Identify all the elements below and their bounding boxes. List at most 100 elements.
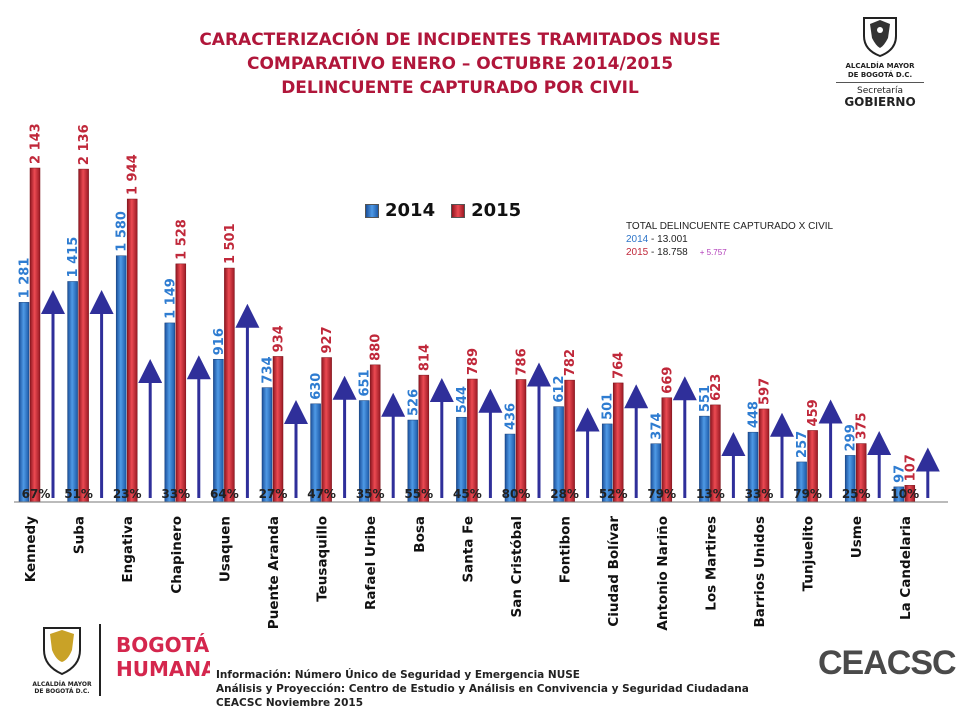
category-label: Ciudad Bolívar bbox=[606, 516, 622, 627]
data-label-2014: 448 bbox=[747, 401, 762, 428]
change-label: 10% bbox=[890, 487, 919, 501]
data-label-2015: 927 bbox=[320, 326, 335, 353]
data-label-2014: 651 bbox=[358, 369, 373, 396]
data-label-2015: 789 bbox=[466, 348, 481, 375]
title-line-2: COMPARATIVO ENERO – OCTUBRE 2014/2015 bbox=[246, 54, 674, 74]
change-label: 79% bbox=[793, 487, 822, 501]
category-label: Chapinero bbox=[169, 516, 185, 594]
totals-2014-value: - 13.001 bbox=[648, 234, 688, 245]
data-label-2014: 1 580 bbox=[115, 211, 130, 252]
change-label: 23% bbox=[113, 487, 142, 501]
change-label: 79% bbox=[647, 487, 676, 501]
change-label: 64% bbox=[210, 487, 239, 501]
change-label: 28% bbox=[550, 487, 579, 501]
data-label-2015: 880 bbox=[369, 334, 384, 361]
change-label: 55% bbox=[404, 487, 433, 501]
bar-2014 bbox=[164, 322, 176, 503]
logo-text-3: Secretaría bbox=[857, 86, 903, 96]
category-label: Santa Fe bbox=[460, 516, 476, 583]
bar-2015 bbox=[78, 168, 89, 503]
title-line-1: CARACTERIZACIÓN DE INCIDENTES TRAMITADOS… bbox=[199, 30, 721, 50]
data-label-2015: 459 bbox=[806, 399, 821, 426]
change-label: 13% bbox=[696, 487, 725, 501]
category-label: Usme bbox=[849, 516, 865, 558]
data-label-2015: 375 bbox=[855, 412, 870, 439]
change-label: 80% bbox=[502, 487, 531, 501]
totals-2014-year: 2014 bbox=[626, 234, 649, 245]
category-label: Puente Aranda bbox=[266, 516, 282, 629]
legend-item-2014: 2014 bbox=[365, 200, 435, 221]
footer-line-2: Análisis y Proyección: Centro de Estudio… bbox=[216, 683, 749, 695]
logo-divider bbox=[836, 82, 924, 83]
category-label: Barrios Unidos bbox=[752, 516, 768, 628]
bar-2014 bbox=[115, 255, 127, 503]
data-label-2014: 1 149 bbox=[163, 278, 178, 319]
data-label-2014: 544 bbox=[455, 386, 470, 413]
data-label-2015: 786 bbox=[515, 348, 530, 375]
totals-2014-row: 2014 - 13.001 bbox=[626, 233, 833, 246]
data-label-2014: 501 bbox=[601, 393, 616, 420]
legend-swatch-2015 bbox=[451, 203, 466, 218]
totals-diff: + 5.757 bbox=[699, 248, 727, 257]
totals-2015-value: - 18.758 bbox=[648, 247, 688, 258]
change-label: 47% bbox=[307, 487, 336, 501]
data-label-2014: 630 bbox=[309, 373, 324, 400]
data-label-2014: 551 bbox=[698, 385, 713, 412]
bar-2015 bbox=[29, 167, 41, 503]
bar-2014 bbox=[261, 387, 273, 503]
category-label: Usaquen bbox=[217, 516, 233, 582]
category-label: Tunjuelito bbox=[801, 516, 817, 591]
category-label: Bosa bbox=[412, 516, 428, 553]
legend-label-2014: 2014 bbox=[385, 200, 436, 221]
data-label-2014: 436 bbox=[504, 403, 519, 430]
data-label-2014: 257 bbox=[795, 431, 810, 458]
change-label: 33% bbox=[745, 487, 774, 501]
data-label-2014: 526 bbox=[406, 389, 421, 416]
logo-text-4: GOBIERNO bbox=[844, 95, 916, 109]
alcaldia-logo: ALCALDÍA MAYOR DE BOGOTÁ D.C. Secretaría… bbox=[830, 14, 930, 109]
bar-2014 bbox=[67, 281, 78, 503]
category-label: Kennedy bbox=[23, 516, 39, 582]
logo-text-2: DE BOGOTÁ D.C. bbox=[847, 71, 913, 79]
legend-item-2015: 2015 bbox=[451, 200, 521, 221]
bar-2015 bbox=[224, 267, 235, 503]
bottom-logos: ALCALDÍA MAYOR DE BOGOTÁ D.C. BOGOTÁ HUM… bbox=[30, 620, 217, 704]
ceacsc-logo: CEACSC bbox=[818, 644, 957, 682]
footer-line-3: CEACSC Noviembre 2015 bbox=[216, 697, 364, 709]
data-label-2014: 612 bbox=[552, 375, 567, 402]
category-label: Engativa bbox=[120, 516, 136, 583]
totals-2015-row: 2015 - 18.758 + 5.757 bbox=[626, 246, 833, 259]
data-label-2014: 1 281 bbox=[18, 258, 33, 299]
data-label-2014: 1 415 bbox=[66, 237, 81, 278]
change-label: 33% bbox=[161, 487, 190, 501]
data-label-2014: 916 bbox=[212, 328, 227, 355]
change-label: 67% bbox=[22, 487, 51, 501]
chart-title: CARACTERIZACIÓN DE INCIDENTES TRAMITADOS… bbox=[150, 28, 770, 100]
data-label-2014: 97 bbox=[892, 465, 907, 483]
change-label: 52% bbox=[599, 487, 628, 501]
data-label-2015: 107 bbox=[903, 454, 918, 481]
data-label-2015: 2 136 bbox=[77, 124, 92, 165]
data-label-2015: 669 bbox=[660, 367, 675, 394]
data-label-2015: 597 bbox=[758, 378, 773, 405]
coat-of-arms-icon bbox=[863, 17, 897, 58]
data-label-2015: 814 bbox=[417, 344, 432, 371]
change-label: 25% bbox=[842, 487, 871, 501]
bogota-text: BOGOTÁ bbox=[116, 633, 210, 657]
category-label: Suba bbox=[72, 516, 88, 554]
alcaldia-text-2: DE BOGOTÁ D.C. bbox=[34, 688, 89, 695]
alcaldia-text-1: ALCALDÍA MAYOR bbox=[32, 680, 92, 688]
data-label-2015: 764 bbox=[612, 352, 627, 379]
bar-2014 bbox=[18, 302, 30, 503]
data-label-2015: 934 bbox=[272, 325, 287, 352]
bar-2014 bbox=[213, 358, 224, 503]
data-label-2015: 1 528 bbox=[174, 219, 189, 260]
data-label-2015: 782 bbox=[563, 349, 578, 376]
totals-2015-year: 2015 bbox=[626, 247, 649, 258]
legend-swatch-2014 bbox=[365, 203, 379, 218]
data-label-2014: 374 bbox=[649, 413, 664, 440]
legend: 2014 2015 bbox=[365, 200, 529, 221]
totals-box: TOTAL DELINCUENTE CAPTURADO X CIVIL 2014… bbox=[626, 220, 833, 259]
category-label: Rafael Uribe bbox=[363, 516, 379, 610]
change-label: 45% bbox=[453, 487, 482, 501]
